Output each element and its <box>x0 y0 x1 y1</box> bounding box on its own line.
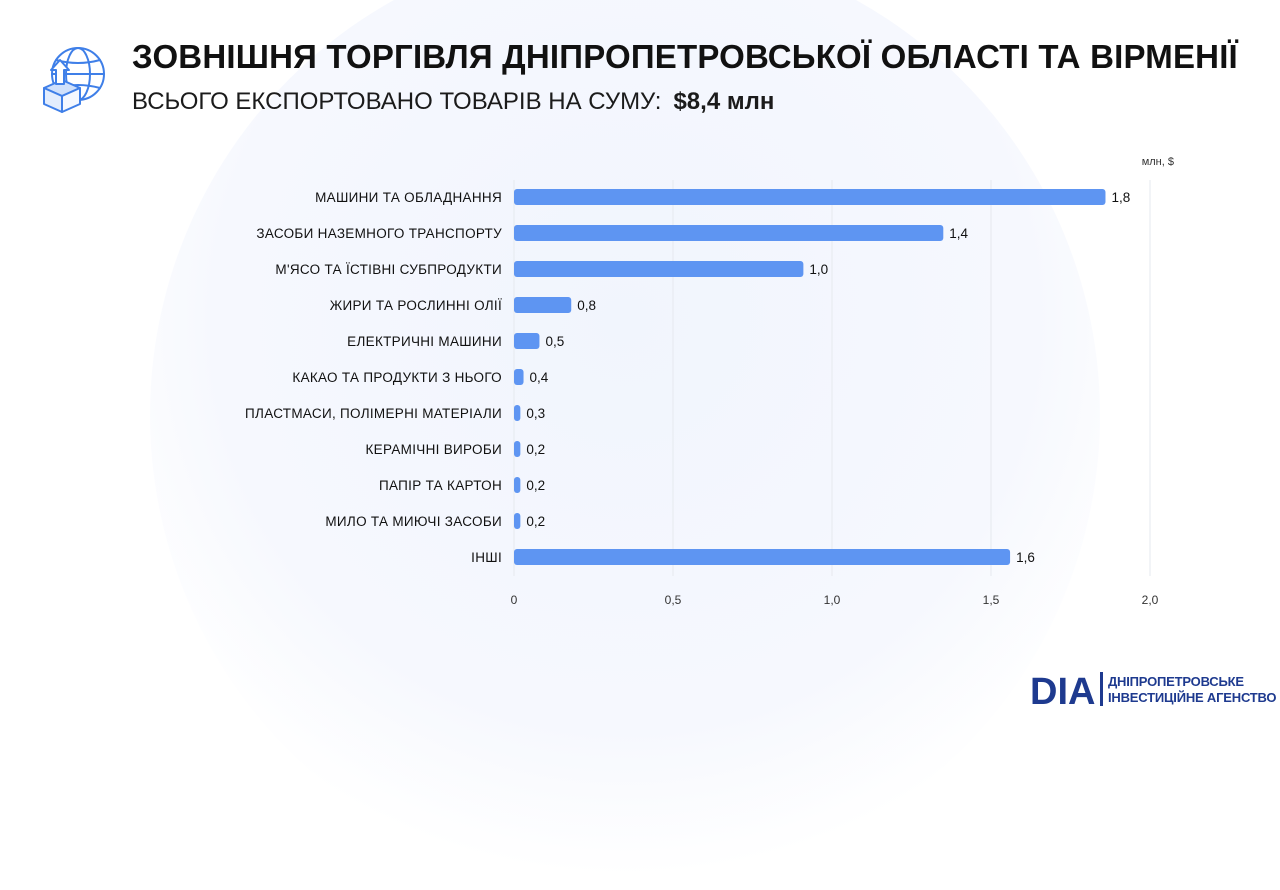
bar <box>514 189 1106 205</box>
x-tick-label: 1,5 <box>983 593 1000 607</box>
bar <box>514 225 944 241</box>
x-tick-label: 0,5 <box>665 593 682 607</box>
value-label: 0,4 <box>530 370 549 385</box>
agency-name-line1: ДНІПРОПЕТРОВСЬКЕ <box>1108 674 1244 689</box>
page-title: ЗОВНІШНЯ ТОРГІВЛЯ ДНІПРОПЕТРОВСЬКОЇ ОБЛА… <box>132 38 1238 75</box>
category-label: ЗАСОБИ НАЗЕМНОГО ТРАНСПОРТУ <box>256 226 502 241</box>
category-label: ІНШІ <box>471 550 502 565</box>
dia-logo: DIA <box>1030 671 1103 710</box>
category-label: МИЛО ТА МИЮЧІ ЗАСОБИ <box>325 514 502 529</box>
bar <box>514 477 521 493</box>
bar <box>514 369 524 385</box>
category-label: ПЛАСТМАСИ, ПОЛІМЕРНІ МАТЕРІАЛИ <box>245 406 502 421</box>
value-label: 0,8 <box>577 298 596 313</box>
value-label: 0,2 <box>526 442 545 457</box>
category-label: ЖИРИ ТА РОСЛИННІ ОЛІЇ <box>330 298 502 313</box>
category-label: КЕРАМІЧНІ ВИРОБИ <box>366 442 503 457</box>
category-label: КАКАО ТА ПРОДУКТИ З НЬОГО <box>292 370 502 385</box>
category-label: ЕЛЕКТРИЧНІ МАШИНИ <box>347 334 502 349</box>
value-label: 1,0 <box>809 262 828 277</box>
globe-export-box-icon <box>43 47 105 113</box>
bar <box>514 513 521 529</box>
total-export-amount: $8,4 млн <box>673 88 775 115</box>
dia-logo-text: DIA <box>1030 671 1095 710</box>
subtitle-label: ВСЬОГО ЕКСПОРТОВАНО ТОВАРІВ НА СУМУ: <box>132 88 662 115</box>
x-tick-label: 0 <box>511 593 518 607</box>
value-label: 0,2 <box>526 478 545 493</box>
value-label: 0,2 <box>526 514 545 529</box>
value-label: 0,3 <box>526 406 545 421</box>
agency-name-line2: ІНВЕСТИЦІЙНЕ АГЕНСТВО <box>1108 690 1277 705</box>
x-tick-label: 1,0 <box>824 593 841 607</box>
value-label: 0,5 <box>545 334 564 349</box>
value-label: 1,6 <box>1016 550 1035 565</box>
x-tick-label: 2,0 <box>1142 593 1159 607</box>
category-label: ПАПІР ТА КАРТОН <box>379 478 502 493</box>
unit-label: млн, $ <box>1142 156 1174 168</box>
bar <box>514 297 572 313</box>
agency-name: ДНІПРОПЕТРОВСЬКЕ ІНВЕСТИЦІЙНЕ АГЕНСТВО <box>1108 674 1277 706</box>
bar <box>514 261 804 277</box>
page-subtitle: ВСЬОГО ЕКСПОРТОВАНО ТОВАРІВ НА СУМУ: $8,4… <box>132 88 774 116</box>
bar <box>514 333 540 349</box>
value-label: 1,4 <box>949 226 968 241</box>
bar <box>514 405 521 421</box>
export-bar-chart: 0 0,5 1,0 1,5 2,0 млн, $ МАШИНИ ТА ОБЛАДНАННЯ 1… <box>245 156 1174 607</box>
category-label: М'ЯСО ТА ЇСТІВНІ СУБПРОДУКТИ <box>275 262 502 277</box>
bar <box>514 549 1011 565</box>
bar <box>514 441 521 457</box>
value-label: 1,8 <box>1111 190 1130 205</box>
category-label: МАШИНИ ТА ОБЛАДНАННЯ <box>315 190 502 205</box>
